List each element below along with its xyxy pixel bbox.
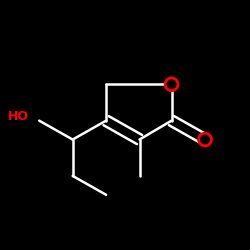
Circle shape bbox=[200, 134, 210, 145]
Circle shape bbox=[166, 79, 177, 90]
Text: HO: HO bbox=[8, 110, 29, 123]
